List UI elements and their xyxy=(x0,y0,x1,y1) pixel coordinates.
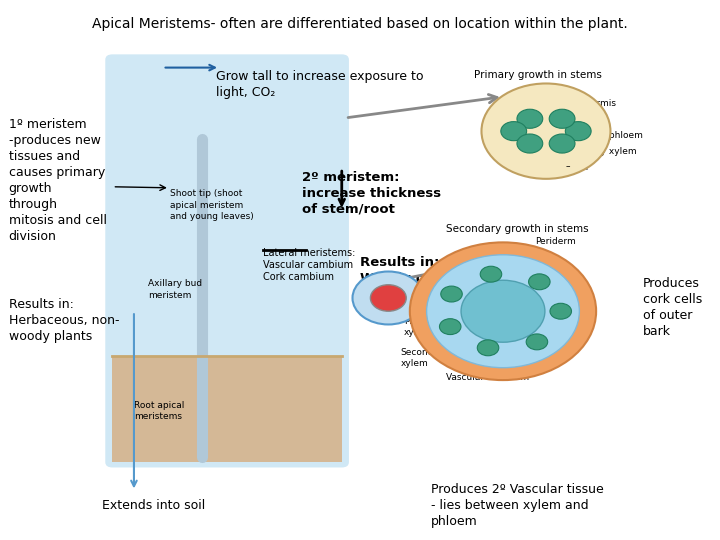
Circle shape xyxy=(426,255,580,368)
Text: –: – xyxy=(565,162,570,171)
Circle shape xyxy=(549,109,575,129)
Circle shape xyxy=(410,242,596,380)
Bar xyxy=(112,356,342,462)
Text: Apical Meristems- often are differentiated based on location within the plant.: Apical Meristems- often are differentiat… xyxy=(91,17,628,31)
Text: Lateral meristems:
Vascular cambium
Cork cambium: Lateral meristems: Vascular cambium Cork… xyxy=(263,248,355,282)
Text: Pith: Pith xyxy=(413,293,431,302)
Text: Extends into soil: Extends into soil xyxy=(102,500,205,512)
Text: Periderm: Periderm xyxy=(535,237,576,246)
Text: 2º meristem:
increase thickness
of stem/root: 2º meristem: increase thickness of stem/… xyxy=(302,171,441,216)
Circle shape xyxy=(439,319,461,335)
Circle shape xyxy=(480,266,502,282)
Text: Primary
phloem: Primary phloem xyxy=(535,295,570,315)
Text: –: – xyxy=(565,146,570,155)
Text: Secondary growth in stems: Secondary growth in stems xyxy=(446,224,588,234)
Text: Root apical
meristems: Root apical meristems xyxy=(134,401,184,421)
Text: Produces
cork cells
of outer
bark: Produces cork cells of outer bark xyxy=(643,277,702,338)
Text: Produces 2º Vascular tissue
- lies between xylem and
phloem: Produces 2º Vascular tissue - lies betwe… xyxy=(431,483,604,528)
Text: Cortex: Cortex xyxy=(571,115,601,124)
Text: Secondary
xylem: Secondary xylem xyxy=(400,348,449,368)
Circle shape xyxy=(482,84,611,179)
Circle shape xyxy=(353,272,424,325)
Text: –: – xyxy=(565,130,570,139)
Circle shape xyxy=(461,280,545,342)
Text: Shoot tip (shoot
apical meristem
and young leaves): Shoot tip (shoot apical meristem and you… xyxy=(170,190,253,221)
Text: Pith: Pith xyxy=(571,163,588,172)
Text: Cork
cambium: Cork cambium xyxy=(535,255,577,276)
Text: Grow tall to increase exposure to
light, CO₂: Grow tall to increase exposure to light,… xyxy=(216,70,424,99)
Circle shape xyxy=(441,286,462,302)
Text: Axillary bud
meristem: Axillary bud meristem xyxy=(148,280,202,300)
Circle shape xyxy=(549,134,575,153)
Text: Primary phloem: Primary phloem xyxy=(571,131,643,140)
Circle shape xyxy=(370,285,406,311)
Circle shape xyxy=(526,334,548,350)
Circle shape xyxy=(517,109,543,129)
Circle shape xyxy=(550,303,572,319)
Text: Cortex: Cortex xyxy=(535,277,565,286)
Text: Results in:
Woody plants: Results in: Woody plants xyxy=(360,255,462,285)
Text: Primary growth in stems: Primary growth in stems xyxy=(474,70,602,80)
FancyBboxPatch shape xyxy=(105,55,349,468)
Circle shape xyxy=(477,340,499,356)
Circle shape xyxy=(565,122,591,141)
Text: Secondary
phloem: Secondary phloem xyxy=(535,319,583,339)
Text: Primary xylem: Primary xylem xyxy=(571,147,636,156)
Text: Primary
xylem: Primary xylem xyxy=(404,316,439,336)
Text: Vascular cambium: Vascular cambium xyxy=(446,373,528,382)
Circle shape xyxy=(517,134,543,153)
Text: 1º meristem
-produces new
tissues and
causes primary
growth
through
mitosis and : 1º meristem -produces new tissues and ca… xyxy=(9,118,107,243)
Circle shape xyxy=(528,274,550,290)
Circle shape xyxy=(501,122,526,141)
Text: Results in:
Herbaceous, non-
woody plants: Results in: Herbaceous, non- woody plant… xyxy=(9,298,119,343)
Text: Epidermis: Epidermis xyxy=(571,99,616,109)
